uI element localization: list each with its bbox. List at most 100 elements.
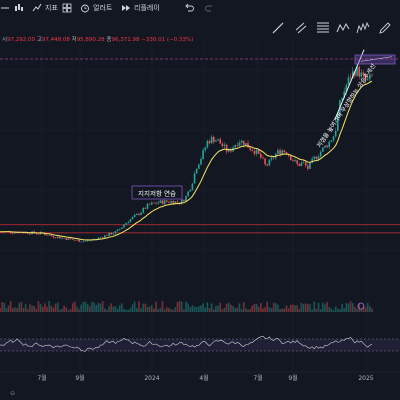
candle-body: [215, 140, 217, 142]
volume-bar: [242, 302, 245, 312]
candle-body: [227, 149, 230, 152]
support-annotation-text: 지지저항 연습: [138, 189, 176, 198]
candle-body: [315, 156, 318, 159]
pen-tool-icon[interactable]: [378, 20, 392, 34]
volume-bar: [93, 302, 95, 312]
volume-bar: [61, 308, 63, 312]
x-tick-label: 7월: [37, 374, 46, 382]
volume-bar: [136, 308, 138, 312]
candle-body: [360, 72, 363, 77]
trendline-tool-icon[interactable]: [271, 20, 285, 34]
undo-icon[interactable]: [184, 2, 194, 14]
volume-bar: [283, 308, 286, 312]
volume-bar: [22, 307, 25, 312]
candle-body: [317, 156, 320, 159]
volume-bar: [48, 301, 50, 312]
volume-bar: [103, 308, 106, 312]
candle-body: [253, 151, 256, 154]
candle-body: [294, 160, 296, 162]
volume-bar: [180, 301, 183, 312]
fib-tool-icon[interactable]: [316, 20, 330, 34]
elliott-tool-icon[interactable]: [356, 20, 370, 34]
volume-bar: [112, 306, 115, 312]
candle-body: [257, 149, 260, 154]
volume-bar: [33, 306, 36, 312]
channel-tool-icon[interactable]: [294, 20, 308, 34]
candle-body: [146, 203, 149, 209]
layout-grid-icon[interactable]: [62, 2, 72, 14]
volume-bar: [287, 308, 290, 312]
replay-label: 리플레이: [134, 4, 160, 12]
redo-icon[interactable]: [205, 2, 215, 14]
candle-body: [29, 233, 31, 235]
candle-body: [313, 156, 316, 159]
candle-body: [103, 235, 106, 238]
replay-button[interactable]: 리플레이: [121, 2, 160, 14]
volume-bar: [319, 309, 322, 312]
event-marker-icon[interactable]: [357, 302, 365, 310]
volume-bar: [189, 307, 192, 312]
candle-body: [97, 237, 100, 240]
x-tick-label: 4월: [199, 374, 208, 382]
volume-bar: [63, 305, 65, 312]
pattern-tool-icon[interactable]: [336, 20, 350, 34]
indicators-button[interactable]: 지표: [32, 2, 58, 14]
volume-bar: [366, 302, 369, 312]
volume-bar: [260, 303, 262, 312]
x-tick-label: 9월: [288, 374, 297, 382]
alert-button[interactable]: 얼러트: [80, 2, 112, 14]
volume-bar: [80, 304, 83, 312]
volume-bar: [52, 307, 55, 312]
candle-body: [80, 241, 83, 243]
candle-body: [82, 241, 85, 242]
volume-bar: [371, 308, 373, 312]
volume-bar: [39, 304, 42, 312]
partial-nav-icon[interactable]: [0, 2, 10, 14]
volume-bar: [125, 309, 127, 312]
volume-bar: [46, 306, 48, 312]
candle-body: [217, 139, 219, 141]
volume-bar: [292, 304, 294, 312]
volume-bar: [311, 309, 313, 312]
volume-bar: [264, 306, 266, 312]
rsi-line: [0, 335, 373, 352]
candle-body: [71, 239, 74, 241]
candle-body: [155, 203, 157, 204]
candle-body: [99, 237, 102, 238]
candle-body: [223, 144, 226, 147]
candle-body: [307, 165, 309, 169]
open-label: 시: [2, 37, 8, 43]
volume-bar: [91, 301, 93, 312]
top-toolbar: 지표 얼러트 리플레이: [0, 0, 400, 17]
volume-bar: [336, 308, 339, 312]
candle-body: [65, 238, 68, 240]
candle-body: [311, 158, 313, 163]
candle-body: [74, 240, 76, 241]
candle-body: [277, 150, 279, 154]
volume-bar: [116, 308, 119, 312]
volume-bar: [362, 306, 365, 312]
candle-body: [133, 214, 136, 217]
chart-type-icon[interactable]: [14, 2, 24, 14]
volume-bar: [234, 307, 236, 312]
volume-bar: [176, 302, 179, 312]
candle-body: [364, 74, 367, 81]
volume-bar: [208, 307, 211, 312]
candle-body: [112, 233, 115, 235]
volume-bar: [185, 301, 187, 312]
volume-bar: [294, 305, 296, 312]
candle-body: [136, 213, 138, 215]
candle-body: [142, 207, 145, 213]
volume-bar: [118, 305, 121, 312]
volume-bar: [212, 309, 215, 312]
support-annotation-box[interactable]: [131, 185, 183, 200]
volume-bar: [123, 309, 125, 312]
volume-bar: [191, 305, 194, 312]
candle-body: [285, 152, 288, 155]
volume-bar: [7, 305, 10, 312]
volume-bar: [172, 309, 174, 312]
chart-grid: [0, 40, 400, 370]
volume-bar: [84, 301, 87, 312]
trendline[interactable]: [334, 49, 365, 120]
